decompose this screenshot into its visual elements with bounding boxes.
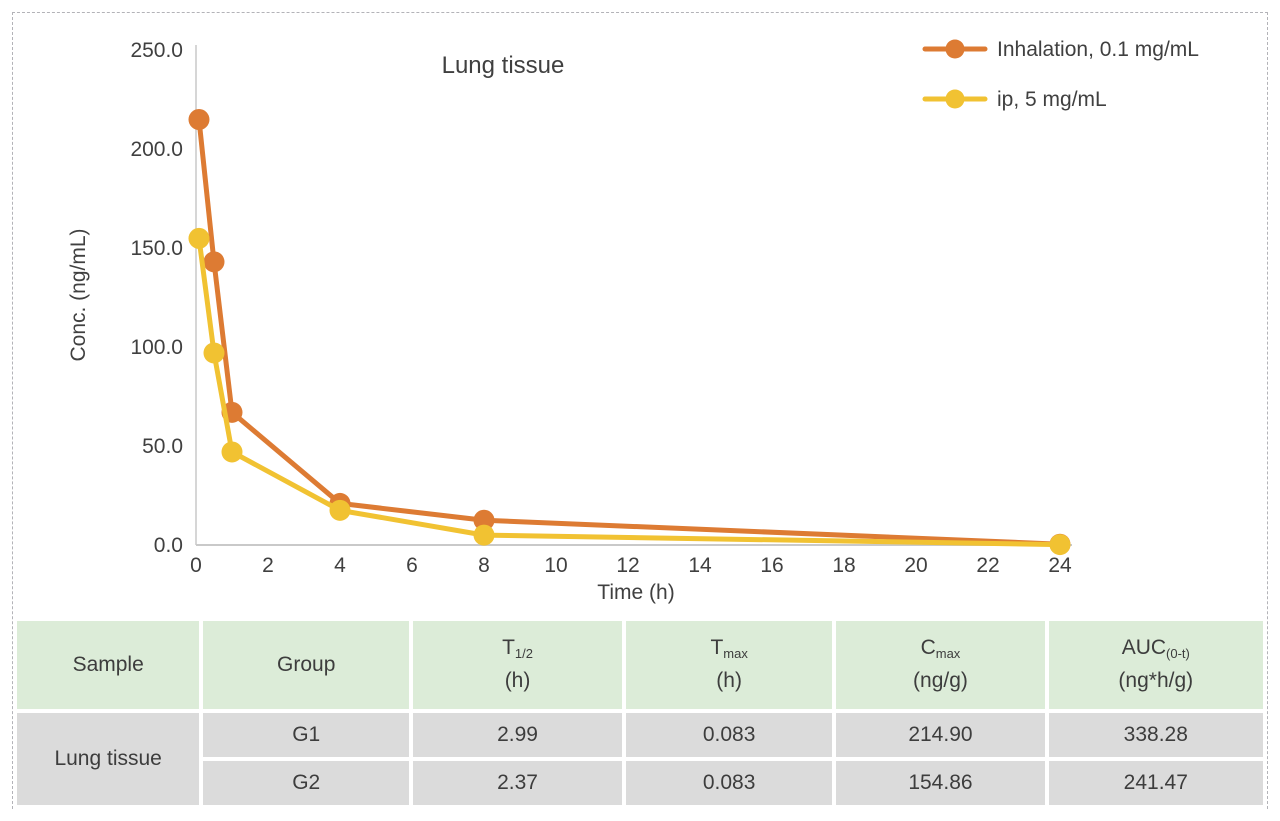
header-unit: (ng/g) (913, 669, 968, 692)
cell-sample: Lung tissue (17, 713, 200, 805)
legend-marker (945, 89, 965, 109)
header-subscript: max (723, 646, 748, 662)
header-unit: (h) (504, 669, 531, 692)
legend-label: ip, 5 mg/mL (997, 88, 1107, 111)
x-tick-label: 22 (976, 554, 999, 577)
x-tick-label: 2 (262, 554, 274, 577)
header-subscript: (0-t) (1166, 646, 1190, 662)
x-tick-label: 6 (406, 554, 418, 577)
series-0-data-point (188, 108, 210, 130)
cell-auc: 241.47 (1048, 761, 1263, 805)
y-tick-label: 250.0 (130, 39, 183, 62)
header-cell-t-half: T1/2 (h) (413, 621, 622, 709)
x-axis-title: Time (h) (597, 581, 674, 604)
cell-t-max: 0.083 (625, 713, 833, 757)
series-1-data-point (1049, 534, 1071, 556)
header-label: Sample (72, 652, 144, 676)
series-1-data-point (473, 524, 495, 546)
header-unit: (ng*h/g) (1118, 669, 1194, 692)
y-tick-label: 0.0 (154, 534, 183, 557)
series-1-line (196, 235, 1063, 548)
y-tick-label: 100.0 (130, 336, 183, 359)
legend-marker (945, 39, 965, 59)
y-axis-title: Conc. (ng/mL) (67, 228, 90, 361)
pk-parameters-table: Sample Group T1/2 (h) Tmax (h) Cmax (ng/… (13, 617, 1267, 809)
header-cell-c-max: Cmax (ng/g) (836, 621, 1045, 709)
x-tick-label: 4 (334, 554, 346, 577)
header-cell-group: Group (203, 621, 410, 709)
series-1-data-point (203, 342, 225, 364)
series-0-line (196, 116, 1063, 547)
cell-t-max: 0.083 (625, 761, 833, 805)
series-1-data-point (221, 441, 243, 463)
x-tick-label: 14 (688, 554, 712, 577)
header-label: Group (277, 652, 336, 676)
cell-group: G2 (203, 761, 410, 805)
legend-label: Inhalation, 0.1 mg/mL (997, 38, 1199, 61)
cell-t-half: 2.99 (413, 713, 622, 757)
cell-auc: 338.28 (1048, 713, 1263, 757)
y-tick-label: 50.0 (142, 435, 183, 458)
table-header-row: Sample Group T1/2 (h) Tmax (h) Cmax (ng/… (17, 621, 1263, 709)
pk-line-chart: 0 2 4 6 8 10 12 14 16 18 20 22 24 0.0 50.0 100.0 150.0 20… (67, 38, 1199, 604)
cell-group: G1 (203, 713, 410, 757)
table-row-g1: Lung tissue G1 2.99 0.083 214.90 338.28 (17, 713, 1263, 805)
header-subscript: max (935, 646, 961, 662)
header-cell-t-max: Tmax (h) (625, 621, 833, 709)
cell-t-half: 2.37 (413, 761, 622, 805)
x-tick-label: 18 (832, 554, 855, 577)
x-tick-label: 0 (190, 554, 202, 577)
header-subscript: 1/2 (514, 646, 533, 662)
chart-svg: 0 2 4 6 8 10 12 14 16 18 20 22 240.050.0100.0150.020… (67, 38, 1199, 604)
x-tick-label: 16 (760, 554, 783, 577)
header-label: C (920, 636, 936, 660)
y-tick-label: 150.0 (130, 237, 183, 260)
series-0-data-point (203, 251, 225, 273)
x-tick-label: 24 (1048, 554, 1072, 577)
table-row-g2: G2 2.37 0.083 154.86 241.47 (17, 761, 1263, 805)
y-tick-label: 200.0 (130, 138, 183, 161)
cell-c-max: 154.86 (836, 761, 1045, 805)
x-tick-label: 10 (544, 554, 567, 577)
x-tick-label: 20 (904, 554, 927, 577)
header-cell-auc: AUC(0-t) (ng*h/g) (1048, 621, 1263, 709)
header-label: T (502, 636, 515, 660)
header-unit: (h) (716, 669, 742, 692)
header-cell-sample: Sample (17, 621, 200, 709)
series-1-data-point (329, 499, 351, 521)
header-label: AUC (1121, 636, 1167, 660)
series-1-data-point (188, 227, 210, 249)
header-label: T (710, 636, 724, 660)
x-tick-label: 12 (616, 554, 639, 577)
x-tick-label: 8 (478, 554, 490, 577)
series-0-data-point (473, 509, 495, 531)
chart-title: Lung tissue (442, 52, 565, 79)
cell-c-max: 214.90 (836, 713, 1045, 757)
